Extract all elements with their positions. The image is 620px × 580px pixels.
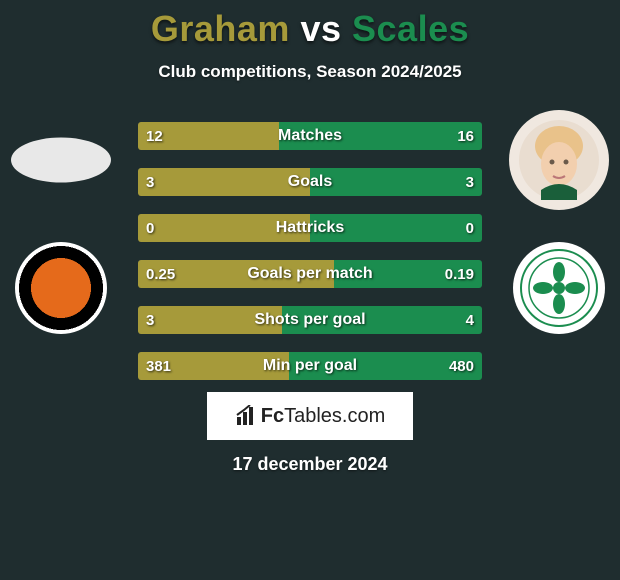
stat-value-right: 0.19 [437, 260, 482, 288]
stat-bar-left [138, 168, 310, 196]
player1-club-crest [15, 242, 107, 334]
stat-value-right: 4 [458, 306, 482, 334]
player2-avatar [509, 110, 609, 210]
stat-bar-right [310, 168, 482, 196]
page-title: Graham vs Scales [0, 0, 620, 50]
stat-value-right: 480 [441, 352, 482, 380]
subtitle: Club competitions, Season 2024/2025 [0, 62, 620, 82]
face-icon [519, 120, 599, 200]
celtic-crest-icon [519, 248, 599, 328]
stat-value-left: 381 [138, 352, 179, 380]
stat-bar-right [310, 214, 482, 242]
stat-value-left: 0.25 [138, 260, 183, 288]
brand-prefix: Fc [261, 405, 284, 427]
stat-value-right: 0 [458, 214, 482, 242]
stat-bar-left [138, 214, 310, 242]
stat-bar-right [282, 306, 482, 334]
stats-bars: 1216Matches33Goals00Hattricks0.250.19Goa… [138, 122, 482, 380]
player2-club-crest [513, 242, 605, 334]
brand-text: FcTables.com [261, 405, 386, 428]
stat-row: 00Hattricks [138, 214, 482, 242]
date-label: 17 december 2024 [0, 454, 620, 475]
stat-value-left: 0 [138, 214, 162, 242]
stat-value-left: 12 [138, 122, 171, 150]
player2-name: Scales [352, 8, 469, 49]
stat-row: 34Shots per goal [138, 306, 482, 334]
brand-suffix: Tables.com [284, 405, 385, 427]
right-column [504, 110, 614, 334]
player1-avatar [11, 138, 111, 183]
stat-row: 1216Matches [138, 122, 482, 150]
stat-value-left: 3 [138, 306, 162, 334]
stat-value-left: 3 [138, 168, 162, 196]
stat-row: 33Goals [138, 168, 482, 196]
footer-brand: FcTables.com [207, 392, 413, 440]
stat-value-right: 16 [449, 122, 482, 150]
stat-row: 0.250.19Goals per match [138, 260, 482, 288]
chart-icon [235, 405, 257, 427]
left-column [6, 110, 116, 334]
player1-name: Graham [151, 8, 290, 49]
stat-row: 381480Min per goal [138, 352, 482, 380]
stat-value-right: 3 [458, 168, 482, 196]
vs-label: vs [300, 8, 341, 49]
